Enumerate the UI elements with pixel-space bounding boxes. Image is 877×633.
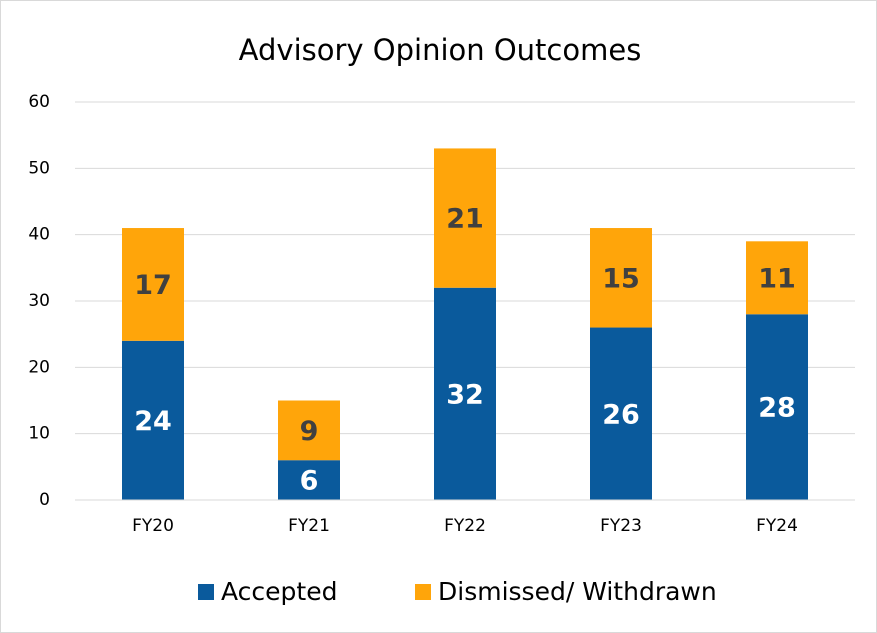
bar-segment xyxy=(590,228,652,328)
x-tick-label: FY20 xyxy=(132,516,174,536)
data-label: 17 xyxy=(134,270,172,301)
data-label: 6 xyxy=(300,466,319,497)
y-tick-label: 20 xyxy=(28,357,50,377)
data-label: 28 xyxy=(758,393,796,424)
bar-segment xyxy=(122,340,184,500)
bar-segment xyxy=(746,241,808,315)
y-tick-label: 50 xyxy=(28,158,50,178)
bar-segment xyxy=(590,327,652,500)
bar-segment xyxy=(434,148,496,288)
data-label: 21 xyxy=(446,204,484,235)
legend-label: Dismissed/ Withdrawn xyxy=(438,577,717,606)
chart-title: Advisory Opinion Outcomes xyxy=(239,33,642,67)
data-label: 32 xyxy=(446,379,484,410)
data-label: 11 xyxy=(758,263,796,294)
bar-segment xyxy=(746,314,808,500)
y-tick-label: 0 xyxy=(39,490,50,510)
bar-segment xyxy=(122,228,184,341)
bar-segment xyxy=(434,287,496,500)
data-label: 24 xyxy=(134,406,172,437)
legend-label: Accepted xyxy=(221,577,337,606)
bar-segment xyxy=(278,460,340,500)
legend-swatch xyxy=(198,584,214,600)
data-label: 15 xyxy=(602,263,640,294)
data-label: 26 xyxy=(602,399,640,430)
y-tick-label: 40 xyxy=(28,225,50,245)
legend-swatch xyxy=(415,584,431,600)
y-tick-label: 60 xyxy=(28,92,50,112)
y-tick-label: 30 xyxy=(28,291,50,311)
x-tick-label: FY21 xyxy=(288,516,330,536)
data-label: 9 xyxy=(300,416,319,447)
x-tick-label: FY23 xyxy=(600,516,642,536)
x-tick-label: FY22 xyxy=(444,516,486,536)
bar-segment xyxy=(278,400,340,461)
x-tick-label: FY24 xyxy=(756,516,798,536)
y-tick-label: 10 xyxy=(28,424,50,444)
